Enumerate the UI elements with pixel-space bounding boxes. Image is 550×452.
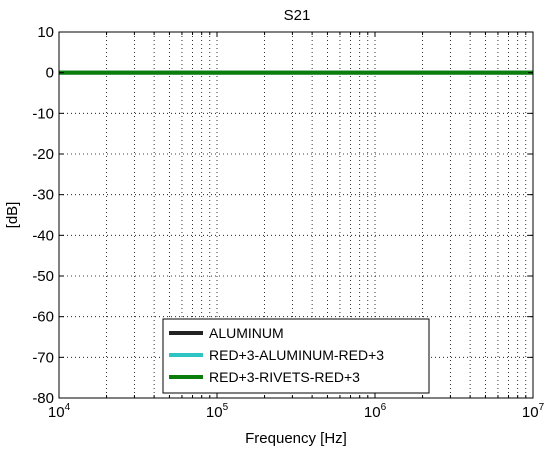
y-tick-labels: 10 0 -10 -20 -30 -40 -50 -60 -70 -80	[32, 24, 54, 407]
x-tick-label: 105	[206, 402, 229, 421]
y-tick-label: -70	[32, 349, 54, 366]
y-axis-label: [dB]	[4, 202, 21, 229]
legend-label: ALUMINUM	[209, 325, 284, 341]
x-tick-label: 106	[364, 402, 387, 421]
legend-label: RED+3-RIVETS-RED+3	[209, 369, 360, 385]
y-tick-label: -60	[32, 309, 54, 326]
y-tick-label: -50	[32, 268, 54, 285]
axis-ticks	[59, 31, 533, 399]
legend: ALUMINUM RED+3-ALUMINUM-RED+3 RED+3-RIVETS…	[162, 318, 430, 394]
x-axis-label: Frequency [Hz]	[245, 430, 347, 447]
x-tick-label: 104	[48, 402, 71, 421]
y-tick-label: -10	[32, 105, 54, 122]
x-tick-label: 107	[522, 402, 545, 421]
y-tick-label: -30	[32, 187, 54, 204]
y-tick-label: -80	[32, 390, 54, 407]
y-tick-label: -40	[32, 227, 54, 244]
y-tick-label: 0	[46, 65, 54, 82]
legend-box	[162, 318, 430, 394]
plot-frame	[58, 31, 534, 399]
y-tick-label: 10	[37, 24, 54, 41]
chart-title: S21	[284, 7, 311, 24]
x-tick-labels: 104 105 106 107	[48, 402, 545, 421]
legend-label: RED+3-ALUMINUM-RED+3	[209, 347, 384, 363]
y-tick-label: -20	[32, 146, 54, 163]
